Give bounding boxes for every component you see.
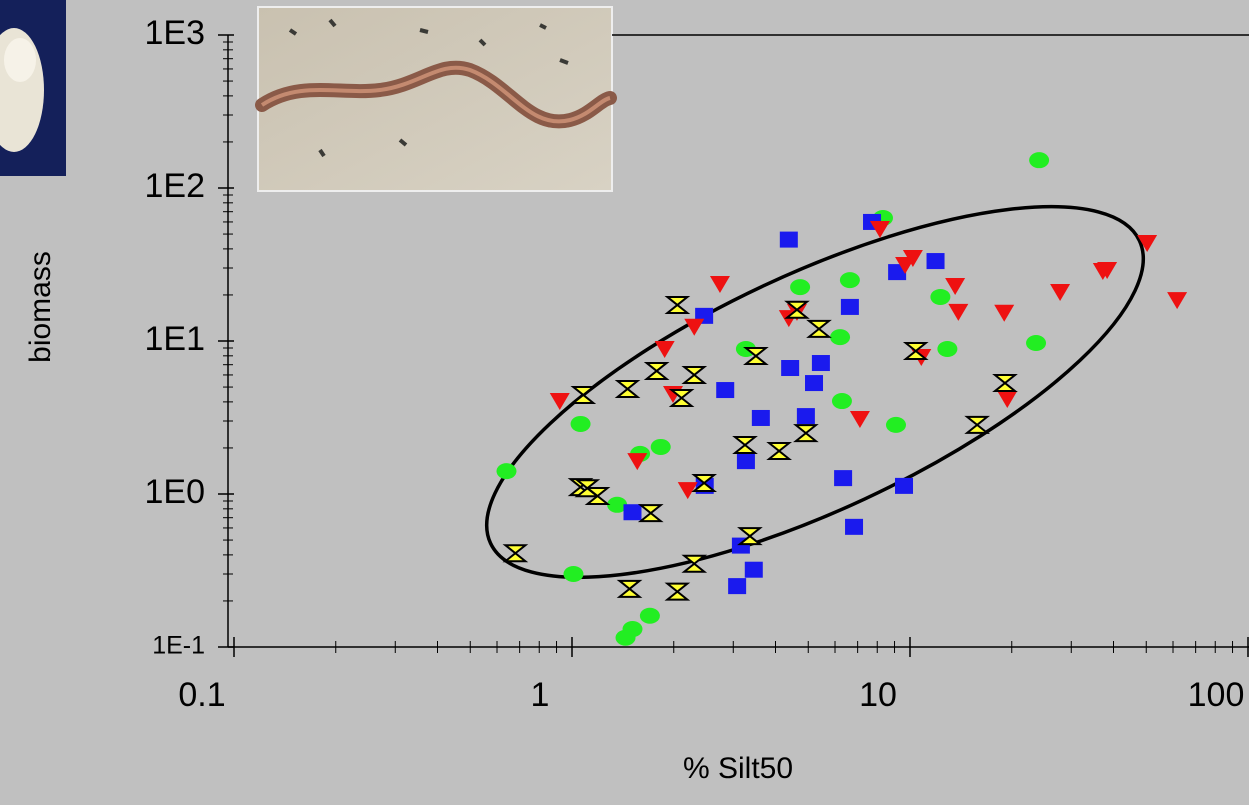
- y-tick-label: 1E2: [145, 167, 206, 205]
- y-tick-label: 1E1: [145, 320, 206, 358]
- point: [620, 581, 640, 597]
- point: [809, 321, 829, 337]
- page: {"chart_data": {"type": "scatter", "x_la…: [0, 0, 1249, 805]
- point: [573, 387, 593, 403]
- x-tick-label: 100: [1188, 676, 1245, 714]
- point: [745, 562, 763, 578]
- point: [850, 411, 870, 428]
- point: [616, 630, 636, 646]
- point: [667, 297, 687, 313]
- point: [752, 410, 770, 426]
- point: [787, 302, 807, 318]
- point: [832, 393, 852, 409]
- point: [684, 367, 704, 383]
- point: [728, 578, 746, 594]
- point: [927, 253, 945, 269]
- point: [790, 279, 810, 295]
- point: [967, 417, 987, 433]
- cluster-ellipse: [441, 134, 1190, 650]
- point: [797, 408, 815, 424]
- point: [886, 417, 906, 433]
- point: [571, 416, 591, 432]
- point: [1050, 284, 1070, 301]
- y-tick-label: 1E0: [145, 473, 206, 511]
- point: [647, 363, 667, 379]
- x-tick-label: 0.1: [178, 676, 225, 714]
- point: [780, 232, 798, 248]
- point: [997, 391, 1017, 408]
- y-axis-label: biomass: [24, 251, 57, 363]
- point: [623, 504, 641, 520]
- point: [812, 355, 830, 371]
- point: [505, 545, 525, 561]
- point: [641, 505, 661, 521]
- point: [796, 425, 816, 441]
- point: [895, 478, 913, 494]
- point: [948, 304, 968, 321]
- shell-photo: [0, 0, 66, 176]
- point: [937, 341, 957, 357]
- point: [496, 463, 516, 479]
- point: [930, 289, 950, 305]
- point: [667, 584, 687, 600]
- point: [840, 272, 860, 288]
- point: [841, 299, 859, 315]
- x-tick-label: 1: [531, 676, 550, 714]
- point: [640, 608, 660, 624]
- point: [716, 382, 734, 398]
- point: [618, 381, 638, 397]
- point: [769, 443, 789, 459]
- x-axis-label: % Silt50: [683, 752, 793, 785]
- point: [740, 528, 760, 544]
- y-tick-label: 1E-1: [152, 632, 205, 660]
- worm-photo: [258, 7, 612, 191]
- point: [781, 360, 799, 376]
- point: [735, 437, 755, 453]
- point: [737, 453, 755, 469]
- point: [845, 519, 863, 535]
- y-tick-label: 1E3: [145, 14, 206, 52]
- point: [830, 329, 850, 345]
- point: [1026, 335, 1046, 351]
- point: [710, 276, 730, 293]
- point: [655, 341, 675, 358]
- x-tick-label: 10: [859, 676, 897, 714]
- point: [563, 566, 583, 582]
- point: [627, 453, 647, 470]
- chart: biomass % Silt50 1E-1 1E0 1E1 1E2 1E3 0.1 1 10 1…: [0, 0, 1249, 805]
- point: [994, 305, 1014, 322]
- point: [995, 375, 1015, 391]
- point: [651, 439, 671, 455]
- point: [1029, 152, 1049, 168]
- point: [834, 470, 852, 486]
- point: [805, 375, 823, 391]
- point: [1167, 292, 1187, 309]
